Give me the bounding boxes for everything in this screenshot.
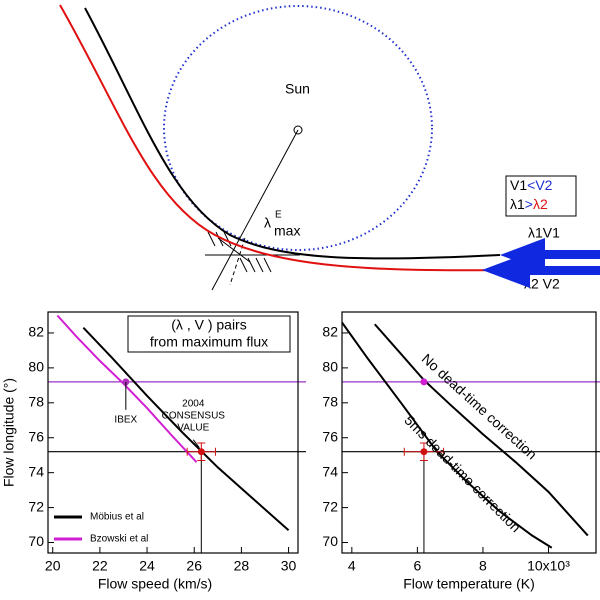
point (197, 448, 205, 456)
y-tick-label: 76 (322, 428, 338, 444)
x-axis-label: Flow speed (km/s) (98, 576, 212, 592)
y-tick-label: 82 (28, 324, 44, 340)
legend-l1: λ1 (510, 196, 525, 212)
x-tick-label: 28 (234, 558, 250, 574)
sun-label: Sun (285, 81, 310, 97)
lambda: λ (264, 215, 271, 231)
legend-v1: V1 (510, 177, 527, 193)
plot-frame (47, 311, 299, 554)
y-tick-label: 80 (28, 359, 44, 375)
point (420, 378, 428, 386)
lambda-sup: E (275, 210, 282, 221)
legend-lt: < (527, 177, 535, 193)
y-tick-label: 74 (28, 463, 44, 479)
legend-gt: > (525, 196, 533, 212)
series-line (374, 323, 589, 537)
y-axis-label: Flow longitude (°) (1, 378, 17, 487)
series-line (82, 327, 290, 532)
legend-line1: V1<V2 (510, 177, 553, 193)
y-tick-label: 80 (322, 359, 338, 375)
x-tick-label: 8 (479, 558, 487, 574)
x-axis-label: Flow temperature (K) (403, 576, 534, 592)
y-tick-label: 82 (322, 324, 338, 340)
point-label: 2004 (182, 398, 205, 409)
y-tick-label: 74 (322, 463, 338, 479)
chart: 70 72 74 76 78 80 82 20 22 24 26 28 30 IBEX 2004CONSEN… (1, 311, 306, 592)
point-label: VALUE (177, 422, 209, 433)
y-tick-label: 72 (322, 498, 338, 514)
x-tick-label: 20 (45, 558, 61, 574)
x-tick-label: 26 (186, 558, 202, 574)
point-label: IBEX (114, 414, 137, 425)
y-tick-label: 70 (28, 533, 44, 549)
y-tick-label: 70 (322, 533, 338, 549)
arrow2-label: λ2 V2 (524, 276, 560, 292)
legend-label: Möbius et al (90, 512, 144, 523)
legend-box (505, 175, 577, 217)
point-label: CONSENSUS (162, 410, 226, 421)
x-tick-label: 22 (92, 558, 108, 574)
y-tick-label: 76 (28, 428, 44, 444)
y-tick-label: 72 (28, 498, 44, 514)
legend-l2: λ2 (533, 196, 548, 212)
lambda-sub: max (274, 223, 300, 239)
y-tick-label: 78 (322, 394, 338, 410)
note-text: from maximum flux (150, 334, 268, 350)
note-box (127, 315, 291, 353)
legend-line2: λ1>λ2 (510, 196, 548, 212)
legend-v2: V2 (535, 177, 552, 193)
x-tick-label: 24 (139, 558, 155, 574)
diagram: Sun λ E max V1<V2 λ1>λ2 λ1V1 λ2 V2 (59, 4, 600, 292)
x-tick-label: 6 (413, 558, 421, 574)
pointer (192, 439, 200, 449)
series-line (342, 321, 553, 549)
arrows (482, 238, 600, 288)
trajectory-1 (84, 7, 501, 260)
note-text: (λ , V ) pairs (171, 317, 246, 333)
x-tick-label: 10x10³ (527, 558, 570, 574)
point (420, 448, 428, 456)
trajectory-2 (59, 4, 501, 272)
arrow1-label: λ1V1 (528, 225, 560, 241)
y-tick-label: 78 (28, 394, 44, 410)
plot-frame (341, 311, 597, 554)
x-tick-label: 30 (281, 558, 297, 574)
sun-orbit (163, 5, 433, 251)
axis-line (211, 129, 299, 291)
hatching (207, 231, 272, 286)
x-tick-label: 4 (348, 558, 356, 574)
legend-label: Bzowski et al (90, 534, 148, 545)
chart: 70 72 74 76 78 80 82 4 6 8 10x10³ Flow temperature … (322, 311, 600, 592)
